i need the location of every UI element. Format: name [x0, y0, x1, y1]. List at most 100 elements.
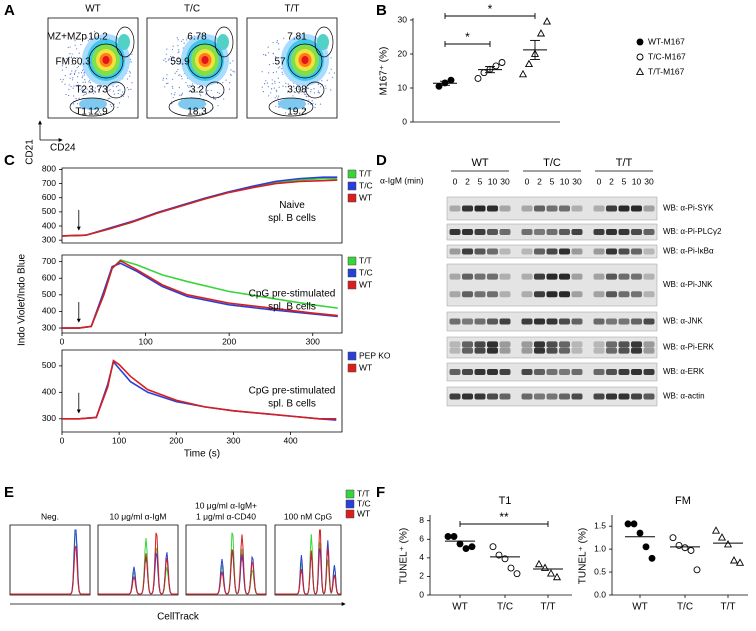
- data-point: [631, 521, 637, 527]
- x-tick-label: WT: [452, 602, 468, 613]
- flow-event: [307, 103, 309, 105]
- flow-event: [98, 88, 101, 91]
- blot-band: [499, 229, 511, 235]
- lane-time: 30: [500, 176, 510, 186]
- blot-band: [643, 369, 655, 375]
- y-tick-label: 500: [42, 206, 56, 216]
- blot-band: [571, 273, 583, 280]
- x-tick-label: T/T: [541, 602, 556, 613]
- flow-event: [80, 44, 82, 46]
- blot-band: [474, 318, 486, 325]
- flow-event: [185, 82, 187, 84]
- blot-band: [559, 369, 570, 375]
- blot-band: [521, 291, 533, 298]
- flow-event: [212, 98, 215, 100]
- y-tick-label: 600: [42, 272, 56, 282]
- blot-band: [546, 318, 558, 325]
- flow-event: [277, 106, 280, 108]
- gate-value: 7.81: [287, 32, 307, 43]
- flow-event: [81, 69, 84, 71]
- flow-event: [164, 86, 166, 88]
- x-tick-label: 300: [226, 435, 240, 445]
- flow-event: [189, 36, 192, 39]
- data-point: [445, 534, 451, 540]
- flow-event: [122, 91, 124, 93]
- x-tick-label: 300: [306, 336, 320, 346]
- flow-event: [107, 98, 109, 100]
- flow-event: [128, 71, 131, 73]
- flow-gate: [107, 82, 125, 98]
- blot-group: WT: [471, 157, 488, 169]
- x-tick-label: 200: [169, 435, 183, 445]
- flow-event: [191, 83, 194, 85]
- legend-swatch: [348, 281, 356, 289]
- blot-band: [521, 341, 533, 348]
- flow-event: [71, 53, 73, 55]
- flow-event: [174, 72, 176, 74]
- flow-event: [230, 69, 232, 71]
- blot-band: [618, 347, 630, 354]
- blot-band: [643, 341, 655, 348]
- legend-marker: [637, 68, 644, 74]
- annotation: CpG pre-stimulated: [249, 289, 336, 300]
- blot-band: [631, 248, 642, 255]
- flow-event: [165, 61, 167, 63]
- annotation: CpG pre-stimulated: [249, 386, 336, 397]
- flow-event: [165, 78, 168, 80]
- blot-band: [449, 273, 461, 280]
- flow-event: [96, 86, 98, 88]
- y-tick-label: 400: [42, 387, 56, 397]
- blot-band: [487, 347, 498, 354]
- blot-band: [499, 341, 511, 348]
- blot-band: [631, 393, 642, 400]
- flow-event: [109, 88, 111, 91]
- blot-band: [462, 393, 473, 400]
- flow-event: [319, 103, 322, 105]
- blot-band: [474, 248, 486, 255]
- blot-band: [462, 248, 473, 255]
- flow-event: [88, 112, 90, 114]
- y-axis-label: M167⁺ (%): [379, 47, 390, 96]
- flow-event: [71, 70, 73, 72]
- blot-band: [546, 347, 558, 354]
- flow-event: [172, 63, 174, 66]
- gate-value: 57: [274, 57, 286, 68]
- flow-event: [274, 82, 276, 84]
- flow-event: [180, 40, 183, 42]
- flow-event: [82, 81, 84, 83]
- flow-event: [78, 84, 80, 86]
- significance-label: *: [465, 30, 470, 44]
- blot-band: [618, 273, 630, 280]
- blot-band: [606, 229, 617, 235]
- flow-event: [271, 79, 273, 81]
- flow-event: [306, 87, 309, 89]
- flow-event: [78, 72, 80, 74]
- blot-band: [606, 291, 617, 298]
- blot-band: [534, 369, 545, 375]
- flow-event: [262, 53, 265, 56]
- flow-event: [194, 91, 196, 93]
- flow-event: [131, 82, 133, 84]
- flow-density: [201, 56, 209, 64]
- flow-event: [82, 89, 84, 91]
- plot-frame: [62, 255, 342, 333]
- blot-band: [449, 291, 461, 298]
- panel-label: A: [4, 2, 15, 19]
- blot-band: [521, 369, 533, 375]
- blot-band: [606, 393, 617, 400]
- blot-band: [546, 273, 558, 280]
- flow-event: [68, 88, 70, 90]
- data-point: [649, 555, 655, 561]
- flow-event: [180, 94, 182, 96]
- blot-band: [559, 205, 570, 212]
- flow-event: [62, 79, 65, 81]
- flow-event: [70, 85, 72, 88]
- flow-event: [325, 87, 327, 89]
- blot-band: [546, 369, 558, 375]
- flow-event: [189, 85, 191, 87]
- blot-band: [643, 318, 655, 325]
- flow-event: [210, 89, 212, 92]
- flow-event: [277, 67, 279, 69]
- flow-event: [205, 94, 207, 96]
- flow-event: [189, 90, 191, 92]
